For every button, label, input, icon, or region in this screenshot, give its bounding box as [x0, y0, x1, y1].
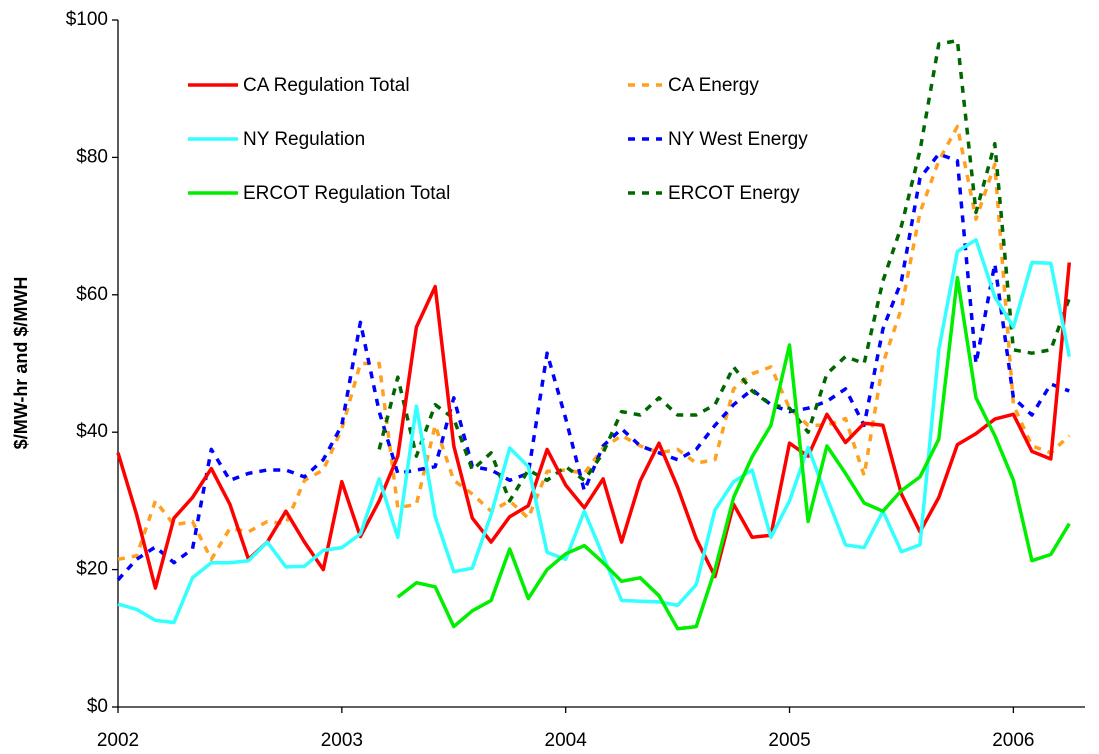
x-tick-label: 2003 [321, 730, 363, 751]
x-tick-label: 2006 [992, 730, 1034, 751]
series-line [116, 152, 1070, 582]
legend-label: NY West Energy [668, 129, 808, 150]
series-line [377, 38, 1071, 503]
y-tick-label: $60 [76, 284, 108, 305]
x-tick-label: 2005 [768, 730, 810, 751]
y-tick-label: $80 [76, 146, 108, 167]
legend-label: NY Regulation [243, 129, 365, 150]
x-tick-label: 2004 [545, 730, 588, 751]
legend-label: CA Regulation Total [243, 75, 410, 96]
y-tick-label: $0 [87, 696, 108, 717]
legend-label: CA Energy [668, 75, 759, 96]
series-line [117, 238, 1072, 625]
y-tick-label: $20 [76, 559, 108, 580]
legend-label: ERCOT Energy [668, 183, 800, 204]
y-axis-label: $/MW-hr and $/MWH [11, 277, 31, 450]
series-line [116, 262, 1072, 590]
x-tick-label: 2002 [97, 730, 139, 751]
series-line [117, 124, 1071, 562]
y-tick-label: $100 [66, 9, 108, 30]
legend-label: ERCOT Regulation Total [243, 183, 450, 204]
series-line [396, 275, 1071, 631]
y-tick-label: $40 [76, 421, 108, 442]
